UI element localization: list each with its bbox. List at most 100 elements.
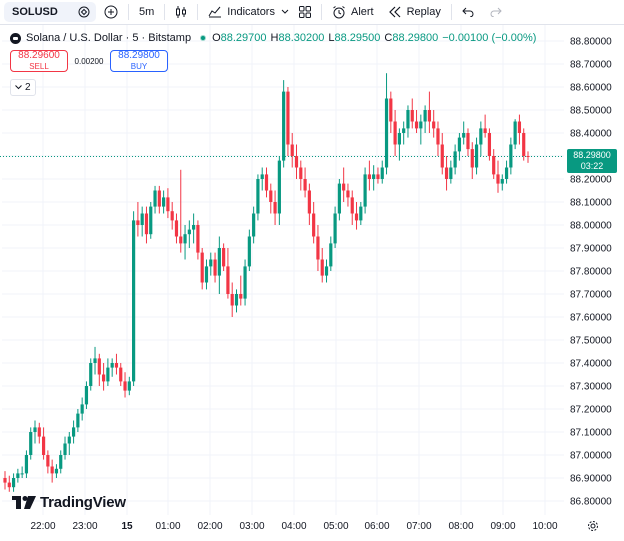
candle-body [174,220,179,237]
alert-button[interactable]: Alert [328,2,378,22]
candle [192,213,196,244]
chart-pane[interactable]: 88.80000 88.70000 88.60000 88.50000 88.40000… [0,24,624,540]
candle-body [46,455,50,467]
time-tick-label: 22:00 [30,521,55,532]
candle-body [312,213,316,237]
alert-label: Alert [350,6,374,18]
chevron-down-icon [15,85,22,90]
compare-icon[interactable] [78,6,90,18]
indicators-toggle-button[interactable]: 2 [10,79,36,96]
symbol-title[interactable]: Solana / U.S. Dollar · 5 · Bitstamp [26,32,192,44]
candle [449,160,453,184]
candle [97,353,101,386]
candle [7,475,11,492]
candle [144,206,149,244]
candle-body [290,144,294,156]
candle [517,114,522,145]
chart-type-button[interactable] [171,2,191,22]
candle [252,206,256,244]
candle [50,459,54,483]
market-status-icon[interactable] [200,35,207,41]
price-tick-label: 87.80000 [570,267,612,278]
candle-body [217,248,221,276]
candle [402,121,406,145]
candle-body [316,236,320,260]
candle [174,213,179,244]
symbol-search-button[interactable]: SOLUSD [4,2,96,22]
candle-body [20,473,24,475]
candle [299,160,303,191]
candle-body [419,121,423,129]
replay-icon [388,6,401,18]
candle-body [101,374,106,382]
layouts-button[interactable] [295,2,315,22]
price-tick-label: 87.90000 [570,244,612,255]
candle [119,363,123,386]
toolbar-divider [197,4,199,20]
tradingview-logo[interactable]: TradingView [12,494,126,511]
candle-body [192,225,196,230]
candle [153,185,157,214]
candle [513,119,517,150]
candle-body [487,133,492,156]
gear-icon[interactable] [587,520,599,532]
candle [234,289,239,313]
exchange-logo-icon [10,32,21,44]
add-symbol-button[interactable] [100,2,122,22]
candle [179,169,183,253]
candle-body [132,220,136,382]
price-tick-label: 87.40000 [570,359,612,370]
candle [522,128,526,161]
candle-body [84,386,89,405]
time-tick-label: 02:00 [197,521,222,532]
candle [132,211,136,386]
candle-body [33,427,37,432]
indicators-button[interactable]: Indicators [204,2,279,22]
candle-body [363,174,367,207]
toolbar-divider [450,4,452,20]
candle-body [492,156,496,175]
grid-layout-icon [298,6,311,18]
candle [350,190,354,225]
interval-button[interactable]: 5m [135,2,158,22]
candle-body [209,259,213,267]
change-value: −0.00100 (−0.00%) [442,32,537,44]
candle-body [213,259,217,276]
sell-label: SELL [29,61,49,71]
candle [453,144,457,175]
candle [526,151,530,163]
close-value: 88.29800 [392,32,439,44]
undo-button[interactable] [458,2,478,22]
candle [209,252,213,276]
bar-countdown: 03:22 [580,161,604,171]
price-tick-label: 88.50000 [570,106,612,117]
candle-body [97,358,101,375]
candle [127,376,131,396]
candle-body [410,110,414,122]
sell-button[interactable]: 88.29600 SELL [10,50,68,72]
candle-body [522,133,526,156]
candlestick-chart[interactable]: 88.80000 88.70000 88.60000 88.50000 88.40000… [0,25,624,541]
candle-body [277,160,281,214]
price-axis: 88.80000 88.70000 88.60000 88.50000 88.40000… [570,37,612,508]
high-value: 88.30200 [278,32,325,44]
candle-body [140,213,144,225]
buy-button[interactable]: 88.29800 BUY [110,50,168,72]
candle-body [106,367,110,382]
indicators-dropdown-button[interactable] [279,2,291,22]
candle-body [269,190,273,202]
price-tick-label: 88.10000 [570,198,612,209]
candle [436,121,440,156]
candle [342,167,346,202]
redo-button[interactable] [486,2,506,22]
replay-button[interactable]: Replay [384,2,445,22]
interval-label: 5m [139,6,155,18]
logo-text: TradingView [40,494,126,511]
candle [466,128,470,156]
candle-body [432,121,436,129]
candle-body [303,179,307,191]
candle-body [24,455,29,474]
candle-body [226,266,230,294]
candle-body [359,206,363,221]
candle [239,275,243,306]
